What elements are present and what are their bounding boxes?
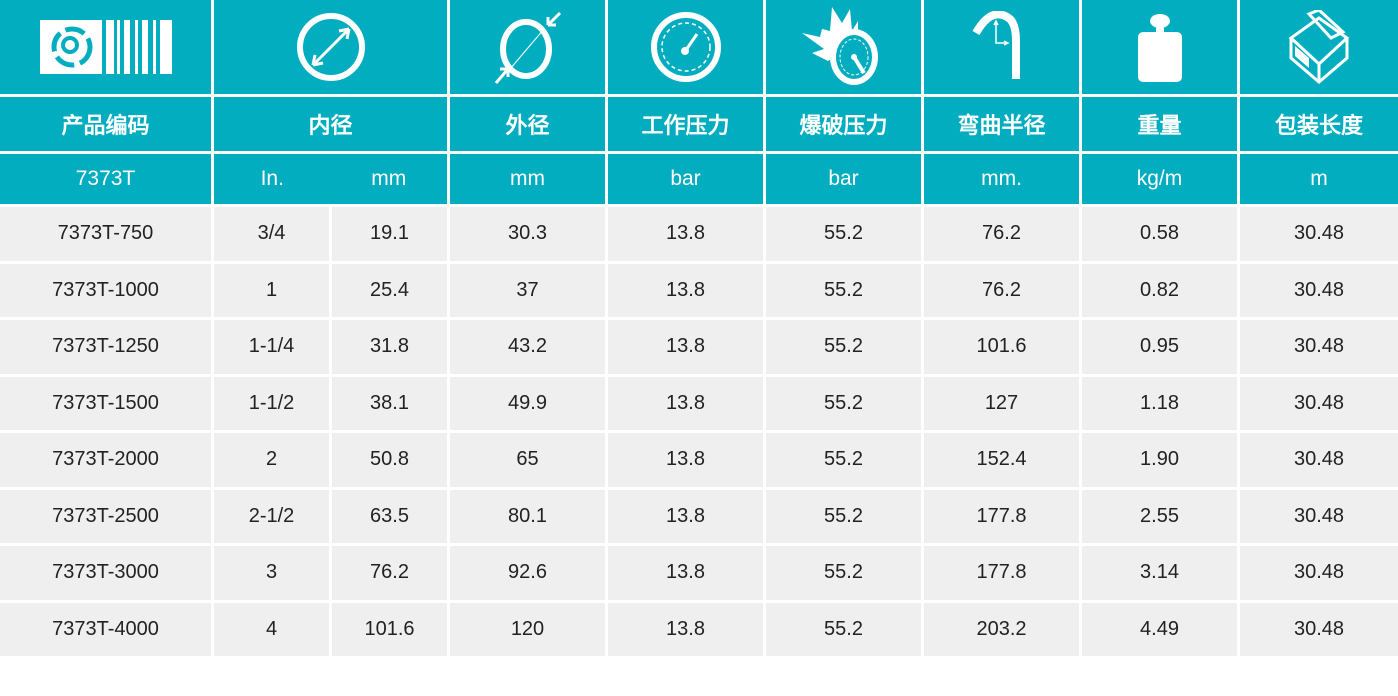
table-cell: 30.48: [1240, 489, 1398, 543]
table-cell: 2: [214, 433, 329, 487]
table-cell: 4: [214, 602, 329, 656]
weight-icon: [1082, 0, 1237, 94]
table-cell: 3/4: [214, 207, 329, 261]
table-cell: 7373T-1250: [0, 320, 211, 374]
table-cell: 38.1: [332, 376, 447, 430]
table-cell: 55.2: [766, 433, 921, 487]
table-cell: 13.8: [608, 207, 763, 261]
header-burst-pressure: 爆破压力: [766, 97, 921, 151]
table-cell: 1-1/4: [214, 320, 329, 374]
table-cell: 43.2: [450, 320, 605, 374]
unit-outer-diameter: mm: [450, 154, 605, 204]
table-cell: 55.2: [766, 376, 921, 430]
table-cell: 177.8: [924, 546, 1079, 600]
table-cell: 13.8: [608, 320, 763, 374]
table-cell: 3.14: [1082, 546, 1237, 600]
table-cell: 101.6: [332, 602, 447, 656]
table-cell: 13.8: [608, 376, 763, 430]
table-cell: 30.48: [1240, 207, 1398, 261]
table-cell: 13.8: [608, 489, 763, 543]
table-cell: 30.48: [1240, 320, 1398, 374]
table-cell: 55.2: [766, 263, 921, 317]
table-cell: 76.2: [332, 546, 447, 600]
table-cell: 76.2: [924, 207, 1079, 261]
pressure-gauge-icon: [608, 0, 763, 94]
header-outer-diameter: 外径: [450, 97, 605, 151]
table-cell: 7373T-4000: [0, 602, 211, 656]
table-cell: 1.90: [1082, 433, 1237, 487]
table-cell: 30.48: [1240, 546, 1398, 600]
table-cell: 101.6: [924, 320, 1079, 374]
table-cell: 30.48: [1240, 376, 1398, 430]
unit-burst-pressure: bar: [766, 154, 921, 204]
burst-gauge-icon: [766, 0, 921, 94]
table-cell: 7373T-750: [0, 207, 211, 261]
table-cell: 127: [924, 376, 1079, 430]
box-icon: [1240, 0, 1398, 94]
unit-bend-radius: mm.: [924, 154, 1079, 204]
table-cell: 65: [450, 433, 605, 487]
table-cell: 13.8: [608, 433, 763, 487]
table-cell: 55.2: [766, 320, 921, 374]
table-cell: 7373T-2500: [0, 489, 211, 543]
table-cell: 37: [450, 263, 605, 317]
header-inner-diameter: 内径: [214, 97, 447, 151]
table-cell: 55.2: [766, 546, 921, 600]
outer-diameter-icon: [450, 0, 605, 94]
header-working-pressure: 工作压力: [608, 97, 763, 151]
table-cell: 2.55: [1082, 489, 1237, 543]
table-cell: 50.8: [332, 433, 447, 487]
table-cell: 30.48: [1240, 433, 1398, 487]
table-cell: 80.1: [450, 489, 605, 543]
unit-working-pressure: bar: [608, 154, 763, 204]
unit-inner-diameter: In. mm: [214, 154, 447, 204]
unit-inch: In.: [260, 167, 284, 190]
table-cell: 3: [214, 546, 329, 600]
table-cell: 30.3: [450, 207, 605, 261]
inner-diameter-icon: [214, 0, 447, 94]
table-cell: 7373T-1000: [0, 263, 211, 317]
unit-code: 7373T: [0, 154, 211, 204]
table-cell: 55.2: [766, 602, 921, 656]
table-cell: 55.2: [766, 207, 921, 261]
table-cell: 0.82: [1082, 263, 1237, 317]
table-cell: 1.18: [1082, 376, 1237, 430]
table-cell: 63.5: [332, 489, 447, 543]
table-cell: 76.2: [924, 263, 1079, 317]
table-cell: 25.4: [332, 263, 447, 317]
unit-mm: mm: [371, 167, 407, 190]
table-cell: 19.1: [332, 207, 447, 261]
table-cell: 7373T-2000: [0, 433, 211, 487]
table-cell: 13.8: [608, 602, 763, 656]
table-cell: 30.48: [1240, 602, 1398, 656]
spec-table: 产品编码 内径 外径 工作压力 爆破压力 弯曲半径 重量 包装长度 7373T …: [0, 0, 1398, 656]
barcode-logo-icon: [0, 0, 211, 94]
table-cell: 55.2: [766, 489, 921, 543]
table-cell: 152.4: [924, 433, 1079, 487]
bend-radius-icon: [924, 0, 1079, 94]
unit-weight: kg/m: [1082, 154, 1237, 204]
header-weight: 重量: [1082, 97, 1237, 151]
table-cell: 2-1/2: [214, 489, 329, 543]
table-cell: 30.48: [1240, 263, 1398, 317]
table-cell: 49.9: [450, 376, 605, 430]
table-cell: 120: [450, 602, 605, 656]
table-cell: 203.2: [924, 602, 1079, 656]
table-cell: 0.95: [1082, 320, 1237, 374]
table-cell: 13.8: [608, 263, 763, 317]
table-cell: 7373T-3000: [0, 546, 211, 600]
table-cell: 31.8: [332, 320, 447, 374]
table-cell: 92.6: [450, 546, 605, 600]
header-pack-length: 包装长度: [1240, 97, 1398, 151]
header-product-code: 产品编码: [0, 97, 211, 151]
unit-length: m: [1240, 154, 1398, 204]
table-cell: 4.49: [1082, 602, 1237, 656]
table-cell: 13.8: [608, 546, 763, 600]
table-cell: 1-1/2: [214, 376, 329, 430]
table-cell: 1: [214, 263, 329, 317]
table-cell: 0.58: [1082, 207, 1237, 261]
table-cell: 7373T-1500: [0, 376, 211, 430]
table-cell: 177.8: [924, 489, 1079, 543]
header-bend-radius: 弯曲半径: [924, 97, 1079, 151]
